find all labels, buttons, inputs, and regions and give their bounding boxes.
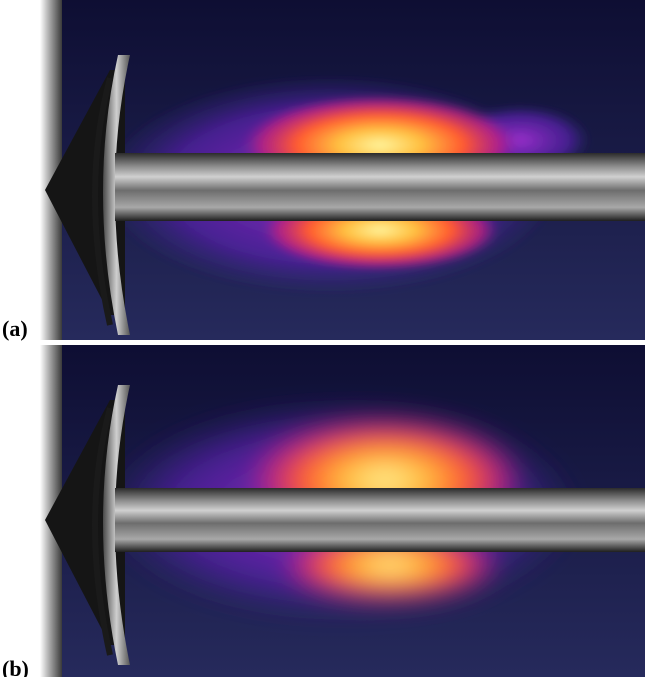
panel-a: (a) [2,0,645,341]
panel-b: (b) [2,345,645,677]
panel-label: (b) [2,656,29,677]
panel-label: (a) [2,316,28,341]
figure: (a) (b) [0,0,645,677]
